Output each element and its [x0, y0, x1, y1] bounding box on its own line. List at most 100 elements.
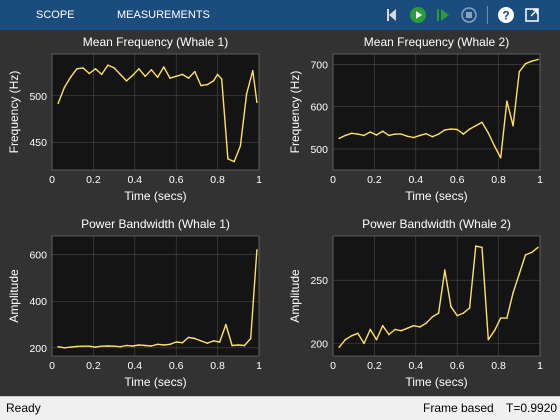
- status-bar: Ready Frame based T=0.9920: [0, 396, 560, 420]
- data-point: [187, 77, 190, 79]
- data-point: [506, 100, 508, 103]
- data-point: [88, 72, 91, 75]
- plot-mean-frequency-whale-2[interactable]: 0 0.2 0.4 0.6 0.8 1 500 600 700 Mean Frequency (W…: [281, 30, 560, 210]
- simulation-time: T=0.9920: [506, 401, 558, 415]
- chart-svg: 0 0.2 0.4 0.6 0.8 1 500 600 700 Mean Frequency (W…: [288, 35, 543, 203]
- data-point: [530, 60, 533, 62]
- x-axis-label: Time (secs): [405, 189, 467, 203]
- data-point: [456, 314, 458, 317]
- data-point: [144, 344, 146, 347]
- x-tick-label: 0.4: [127, 174, 142, 186]
- run-icon[interactable]: [408, 5, 428, 25]
- data-point: [94, 346, 97, 348]
- data-point: [181, 341, 184, 344]
- step-back-icon[interactable]: [383, 5, 403, 25]
- data-point: [388, 134, 390, 137]
- data-point: [156, 343, 159, 346]
- axes-background: [333, 236, 540, 356]
- data-point: [100, 345, 103, 348]
- tab-measurements[interactable]: MEASUREMENTS: [117, 9, 210, 21]
- data-point: [443, 269, 446, 271]
- data-point: [131, 345, 134, 347]
- x-tick-label: 0.4: [408, 174, 423, 186]
- x-tick-label: 0.8: [491, 360, 506, 372]
- x-axis-label: Time (secs): [124, 189, 186, 203]
- data-point: [237, 344, 240, 346]
- data-point: [69, 346, 72, 348]
- data-point: [194, 70, 196, 73]
- x-tick-label: 0: [330, 174, 336, 186]
- data-point: [239, 145, 242, 147]
- chart-title: Mean Frequency (Whale 1): [83, 35, 228, 49]
- y-tick-label: 400: [29, 296, 47, 308]
- data-point: [357, 332, 359, 335]
- data-point: [419, 134, 421, 137]
- data-point: [150, 345, 153, 347]
- data-point: [481, 246, 483, 249]
- undock-icon[interactable]: [522, 5, 542, 25]
- data-point: [537, 58, 539, 61]
- y-axis-label: Amplitude: [288, 269, 302, 323]
- data-point: [107, 64, 109, 66]
- data-point: [216, 73, 219, 76]
- data-point: [82, 67, 84, 69]
- data-point: [100, 73, 103, 76]
- y-tick-label: 500: [29, 91, 47, 103]
- data-point: [256, 101, 258, 104]
- data-point: [350, 132, 353, 135]
- step-forward-icon[interactable]: [433, 5, 453, 25]
- plot-power-bandwidth-whale-1[interactable]: 0 0.2 0.4 0.6 0.8 1 200 400 600 Power Bandwidth (…: [0, 212, 279, 396]
- data-point: [63, 347, 66, 349]
- data-point: [512, 292, 514, 294]
- plot-power-bandwidth-whale-2[interactable]: 0 0.2 0.4 0.6 0.8 1 200 250 Power Bandwidth (Wha…: [281, 212, 560, 396]
- tab-scope[interactable]: SCOPE: [36, 9, 75, 21]
- data-point: [462, 312, 465, 314]
- data-point: [350, 334, 353, 337]
- y-tick-label: 600: [29, 250, 47, 262]
- data-point: [220, 78, 223, 80]
- data-point: [363, 134, 365, 137]
- x-tick-label: 0.6: [169, 360, 184, 372]
- axes-background: [52, 236, 259, 356]
- y-tick-label: 250: [310, 275, 328, 287]
- data-point: [57, 102, 60, 104]
- data-point: [144, 75, 146, 78]
- data-point: [506, 317, 508, 319]
- data-point: [537, 246, 539, 249]
- axes-frame: [51, 53, 260, 171]
- x-tick-label: 0: [49, 174, 55, 186]
- help-icon[interactable]: ?: [496, 5, 516, 25]
- plot-mean-frequency-whale-1[interactable]: 0 0.2 0.4 0.6 0.8 1 450 500 Mean Frequency (Whal…: [0, 30, 279, 210]
- data-point: [369, 328, 372, 331]
- x-tick-label: 0.2: [367, 174, 382, 186]
- data-point: [475, 245, 477, 247]
- data-point: [406, 135, 409, 138]
- x-axis-label: Time (secs): [124, 375, 186, 389]
- data-point: [524, 254, 527, 256]
- axes-frame: [332, 235, 541, 357]
- x-tick-label: 1: [537, 360, 543, 372]
- data-point: [63, 86, 66, 89]
- data-point: [243, 344, 246, 347]
- data-point: [175, 341, 177, 343]
- data-point: [82, 345, 84, 348]
- data-point: [468, 128, 471, 130]
- x-tick-label: 0.6: [169, 174, 184, 186]
- data-point: [518, 273, 521, 275]
- data-point: [388, 333, 390, 336]
- data-point: [412, 324, 415, 327]
- data-point: [468, 307, 471, 309]
- data-point: [113, 67, 115, 69]
- axes-frame: [51, 235, 260, 357]
- chart-svg: 0 0.2 0.4 0.6 0.8 1 200 400 600 Power Bandwidth (…: [7, 217, 262, 389]
- status-text: Ready: [6, 401, 41, 415]
- data-point: [487, 338, 490, 341]
- data-point: [518, 70, 521, 73]
- data-point: [363, 342, 365, 345]
- stop-icon[interactable]: [459, 5, 479, 25]
- data-point: [169, 77, 171, 79]
- data-point: [375, 134, 378, 136]
- data-point: [200, 84, 202, 87]
- data-point: [125, 344, 128, 347]
- data-point: [394, 328, 396, 331]
